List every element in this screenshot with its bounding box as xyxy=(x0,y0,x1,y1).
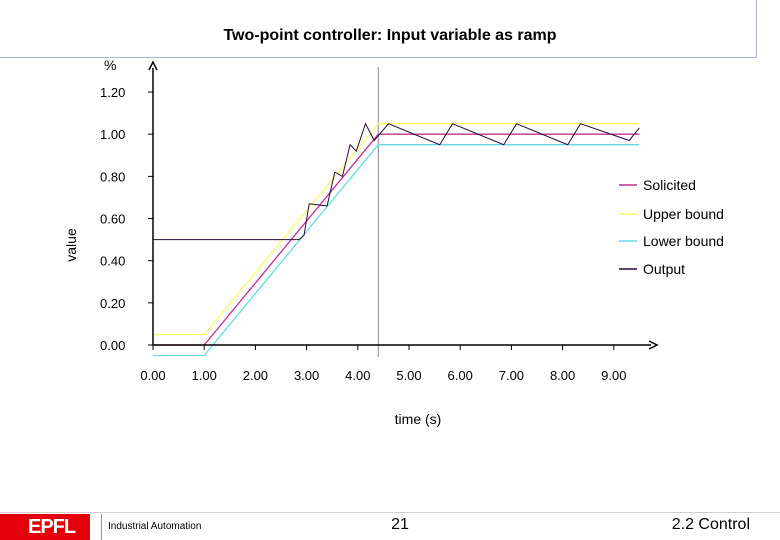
footer-divider xyxy=(0,512,780,513)
x-tick-labels: 0.00 1.00 2.00 3.00 4.00 5.00 6.00 7.00 8.00 9.00 xyxy=(140,368,626,383)
x-axis-label: time (s) xyxy=(395,411,442,427)
legend-label: Solicited xyxy=(643,177,696,193)
chart: 0.00 0.20 0.40 0.60 0.80 1.00 1.20 0.00 1.00 2.0… xyxy=(63,57,724,427)
y-tick-label: 0.00 xyxy=(100,338,125,353)
y-tick-label: 1.00 xyxy=(100,127,125,142)
x-tick-label: 9.00 xyxy=(601,368,626,383)
epfl-logo: EPFL xyxy=(0,514,90,540)
legend: Solicited Upper bound Lower bound Output xyxy=(619,177,724,277)
y-tick-label: 0.80 xyxy=(100,169,125,184)
legend-label: Output xyxy=(643,261,685,277)
y-tick-label: 0.40 xyxy=(100,254,125,269)
legend-label: Lower bound xyxy=(643,233,724,249)
axes-layer xyxy=(148,60,659,350)
y-axis-label: value xyxy=(63,228,79,262)
x-axis-arrow xyxy=(648,340,659,350)
y-unit-label: % xyxy=(104,57,116,73)
title-box xyxy=(0,0,757,58)
x-tick-label: 2.00 xyxy=(243,368,268,383)
page-number: 21 xyxy=(391,516,409,533)
y-axis-arrow xyxy=(148,60,158,71)
series-lower-bound xyxy=(153,144,640,357)
x-tick-label: 1.00 xyxy=(192,368,217,383)
series-upper-bound xyxy=(153,123,640,336)
section-label: 2.2 Control xyxy=(671,516,750,533)
footer-organization: Industrial Automation xyxy=(101,514,221,540)
x-tick-label: 7.00 xyxy=(499,368,524,383)
series-output xyxy=(153,122,640,241)
series-layer xyxy=(153,122,640,357)
x-tick-label: 0.00 xyxy=(140,368,165,383)
x-tick-label: 5.00 xyxy=(396,368,421,383)
x-tick-label: 6.00 xyxy=(448,368,473,383)
y-tick-label: 0.20 xyxy=(100,296,125,311)
logo-text: EPFL xyxy=(28,516,76,538)
x-tick-label: 4.00 xyxy=(345,368,370,383)
legend-label: Upper bound xyxy=(643,206,724,222)
y-tick-label: 0.60 xyxy=(100,212,125,227)
y-tick-labels: 0.00 0.20 0.40 0.60 0.80 1.00 1.20 xyxy=(100,85,125,353)
x-tick-label: 3.00 xyxy=(294,368,319,383)
y-tick-label: 1.20 xyxy=(100,85,125,100)
x-tick-label: 8.00 xyxy=(550,368,575,383)
slide-title: Two-point controller: Input variable as … xyxy=(223,27,557,44)
